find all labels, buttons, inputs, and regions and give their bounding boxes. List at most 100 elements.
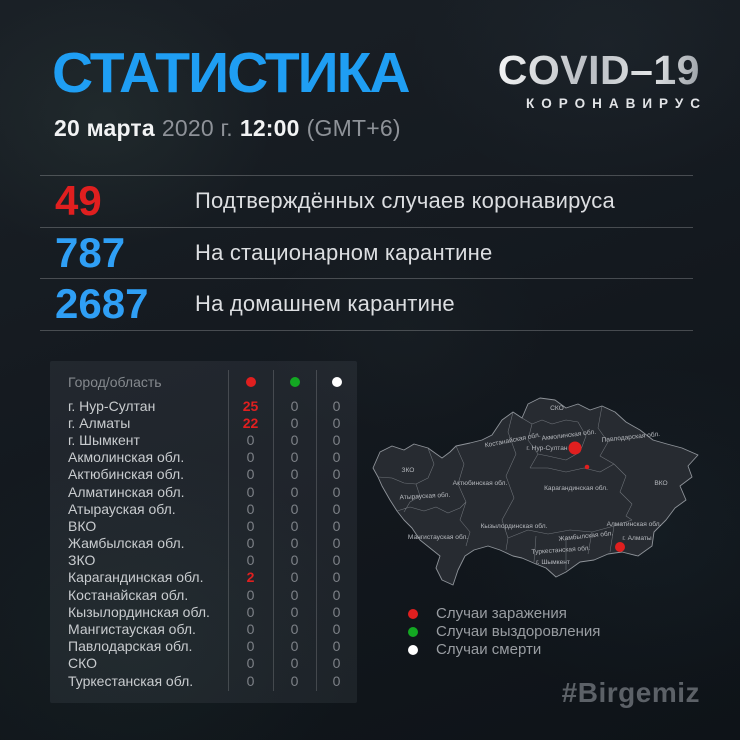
- cell-recovered: 0: [290, 535, 299, 552]
- table-row: Алматинская обл. 0 0 0: [50, 483, 357, 500]
- cell-recovered: 0: [290, 466, 299, 483]
- table-row: Жамбылская обл. 0 0 0: [50, 535, 357, 552]
- cell-recovered: 0: [290, 414, 299, 431]
- cell-region: г. Нур-Султан: [68, 397, 156, 414]
- cell-deaths: 0: [332, 449, 341, 466]
- table-row: Мангистауская обл. 0 0 0: [50, 620, 357, 637]
- column-divider: [316, 370, 317, 691]
- infected-dot-icon: [408, 608, 418, 619]
- cell-recovered: 0: [290, 500, 299, 517]
- divider: [40, 330, 693, 331]
- map-region-label: ЗКО: [402, 467, 415, 474]
- table-row: Павлодарская обл. 0 0 0: [50, 638, 357, 655]
- stat-value-home-quarantine: 2687: [55, 280, 149, 327]
- covid-logo-subtitle: КОРОНАВИРУС: [526, 96, 707, 111]
- table-row: Актюбинская обл. 0 0 0: [50, 466, 357, 483]
- kazakhstan-outline: [372, 397, 699, 586]
- table-row: ЗКО 0 0 0: [50, 552, 357, 569]
- table-row: Костанайская обл. 0 0 0: [50, 586, 357, 603]
- cell-infected: 0: [246, 466, 255, 483]
- cell-deaths: 0: [332, 569, 341, 586]
- table-row: Карагандинская обл. 2 0 0: [50, 569, 357, 586]
- map-region-label: ВКО: [654, 480, 667, 487]
- infection-map-dot: [584, 464, 590, 470]
- region-table-body: г. Нур-Султан 25 0 0 г. Алматы 22 0 0 г. Шымкент…: [50, 397, 357, 689]
- deaths-dot-icon: [331, 377, 342, 387]
- cell-infected: 25: [242, 397, 259, 414]
- stat-label-home-quarantine: На домашнем карантине: [195, 291, 455, 316]
- column-divider: [228, 370, 229, 691]
- table-row: г. Шымкент 0 0 0: [50, 431, 357, 448]
- cell-deaths: 0: [332, 535, 341, 552]
- cell-deaths: 0: [332, 552, 341, 569]
- cell-recovered: 0: [290, 552, 299, 569]
- infection-map-dot: [615, 542, 625, 552]
- date-time: 12:00: [239, 115, 300, 141]
- cell-recovered: 0: [290, 621, 299, 638]
- cell-recovered: 0: [290, 397, 299, 414]
- region-borders: [377, 405, 633, 570]
- divider: [40, 227, 693, 228]
- stat-row-hospital-quarantine: 787 На стационарном карантине: [40, 228, 693, 278]
- table-row: Атырауская обл. 0 0 0: [50, 500, 357, 517]
- date-year: 2020 г.: [161, 115, 233, 141]
- cell-recovered: 0: [290, 603, 299, 620]
- legend-label: Случаи заражения: [436, 605, 567, 622]
- table-row: СКО 0 0 0: [50, 655, 357, 672]
- cell-infected: 22: [242, 414, 259, 431]
- cell-region: Жамбылская обл.: [68, 535, 185, 552]
- cell-recovered: 0: [290, 569, 299, 586]
- cell-infected: 0: [246, 431, 255, 448]
- date-timezone: (GMT+6): [306, 115, 401, 141]
- hashtag: #Birgemiz: [561, 677, 700, 708]
- cell-infected: 0: [246, 500, 255, 517]
- recovered-dot-icon: [408, 626, 418, 637]
- cell-deaths: 0: [332, 500, 341, 517]
- table-row: Акмолинская обл. 0 0 0: [50, 449, 357, 466]
- map-region-label: Алматинская обл.: [607, 520, 662, 528]
- cell-deaths: 0: [332, 621, 341, 638]
- legend-item-recovered: Случаи выздоровления: [408, 623, 600, 640]
- cell-infected: 0: [246, 449, 255, 466]
- cell-region: Атырауская обл.: [68, 500, 176, 517]
- cell-infected: 0: [246, 603, 255, 620]
- cell-region: Кызылординская обл.: [68, 603, 210, 620]
- map-dots: [568, 441, 625, 552]
- infected-column-header: [228, 377, 273, 387]
- map-region-label: Актюбинская обл.: [453, 479, 508, 487]
- cell-deaths: 0: [332, 414, 341, 431]
- stat-row-confirmed: 49 Подтверждённых случаев коронавируса: [40, 176, 693, 226]
- legend-item-infected: Случаи заражения: [408, 605, 600, 622]
- covid-logo: COVID–19 КОРОНАВИРУС: [498, 50, 700, 112]
- cell-deaths: 0: [332, 483, 341, 500]
- cell-deaths: 0: [332, 586, 341, 603]
- table-row: Туркестанская обл. 0 0 0: [50, 672, 357, 689]
- map-region-label: Мангистауская обл.: [408, 533, 468, 541]
- cell-region: Туркестанская обл.: [68, 672, 194, 689]
- cell-region: Алматинская обл.: [68, 483, 185, 500]
- cell-region: ВКО: [68, 517, 97, 534]
- column-divider: [273, 370, 274, 691]
- cell-deaths: 0: [332, 603, 341, 620]
- cell-deaths: 0: [332, 672, 341, 689]
- cell-region: СКО: [68, 655, 97, 672]
- cell-region: Павлодарская обл.: [68, 638, 193, 655]
- table-row: г. Алматы 22 0 0: [50, 414, 357, 431]
- recovered-dot-icon: [289, 377, 300, 387]
- cell-infected: 2: [246, 569, 255, 586]
- cell-recovered: 0: [290, 586, 299, 603]
- infected-dot-icon: [245, 377, 256, 387]
- legend-label: Случаи выздоровления: [436, 623, 601, 640]
- cell-deaths: 0: [332, 397, 341, 414]
- cell-infected: 0: [246, 638, 255, 655]
- cell-region: г. Шымкент: [68, 431, 140, 448]
- map-region-label: г. Шымкент: [536, 559, 570, 566]
- table-header-region: Город/область: [68, 374, 162, 390]
- cell-region: Актюбинская обл.: [68, 466, 185, 483]
- cell-region: Акмолинская обл.: [68, 449, 185, 466]
- divider: [40, 278, 693, 279]
- map-region-label: Кызылординская обл.: [481, 522, 548, 530]
- cell-deaths: 0: [332, 517, 341, 534]
- region-table: Город/область г. Нур-Султан 25 0 0 г. Алматы…: [50, 361, 357, 703]
- cell-infected: 0: [246, 552, 255, 569]
